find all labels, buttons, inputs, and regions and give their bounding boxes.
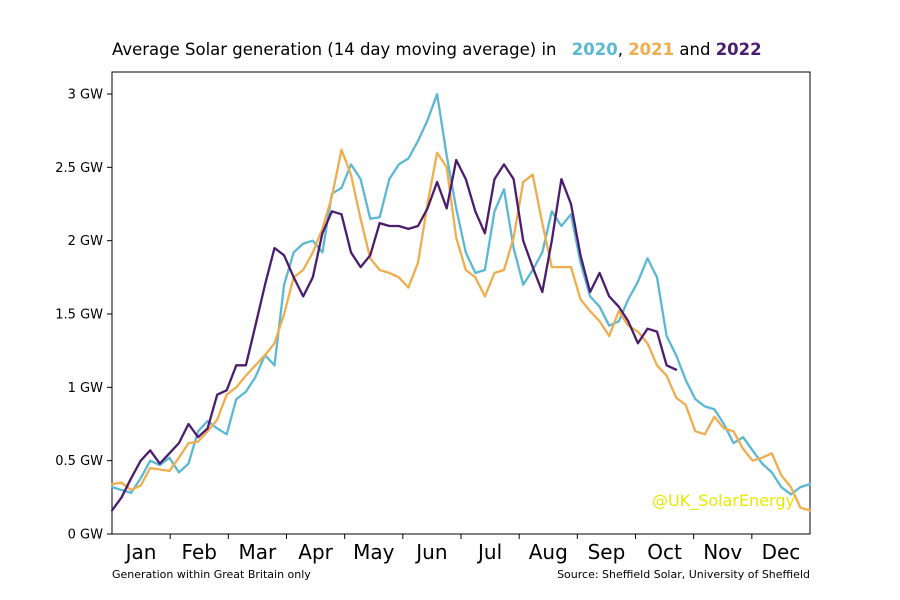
series-line-2020 <box>110 92 812 496</box>
footer-source: Source: Sheffield Solar, University of S… <box>557 568 810 581</box>
footer-left-note: Generation within Great Britain only <box>112 568 311 581</box>
x-tick-label: May <box>353 540 395 564</box>
x-tick-label: Jan <box>124 540 157 564</box>
watermark-text: @UK_SolarEnergy <box>652 491 795 511</box>
series-lines <box>110 92 812 512</box>
x-tick-label: Aug <box>529 540 568 564</box>
title-prefix: Average Solar generation (14 day moving … <box>112 40 557 59</box>
title-conjunction: and <box>679 40 711 59</box>
y-tick-label: 2 GW <box>68 234 103 249</box>
x-axis: Jan Feb Mar Apr May Jun Jul Aug Sep Oct Nov Dec <box>124 534 801 564</box>
series-line-2021 <box>110 148 812 512</box>
x-tick-label: Jul <box>476 540 502 564</box>
title-year-2022: 2022 <box>715 40 762 59</box>
title-year-2020: 2020 <box>571 40 618 59</box>
x-tick-label: Sep <box>588 540 626 564</box>
y-tick-label: 1.5 GW <box>55 308 103 323</box>
x-tick-label: Oct <box>647 540 682 564</box>
y-tick-label: 0.5 GW <box>55 454 103 469</box>
x-tick-label: Feb <box>182 540 217 564</box>
x-tick-label: Dec <box>762 540 801 564</box>
x-tick-label: Apr <box>298 540 333 564</box>
plot-frame <box>111 71 811 535</box>
y-tick-label: 3 GW <box>68 88 103 103</box>
x-tick-label: Jun <box>414 540 447 564</box>
x-tick-label: Nov <box>703 540 742 564</box>
y-tick-label: 2.5 GW <box>55 161 103 176</box>
title-separator: , <box>617 40 623 59</box>
y-tick-label: 1 GW <box>68 381 103 396</box>
series-line-2022 <box>110 158 678 512</box>
y-axis: 0 GW 0.5 GW 1 GW 1.5 GW 2 GW 2.5 GW 3 GW <box>55 88 112 543</box>
x-tick-label: Mar <box>239 540 278 564</box>
y-tick-label: 0 GW <box>68 528 103 543</box>
chart-title: Average Solar generation (14 day moving … <box>112 40 762 59</box>
title-year-2021: 2021 <box>628 40 675 59</box>
